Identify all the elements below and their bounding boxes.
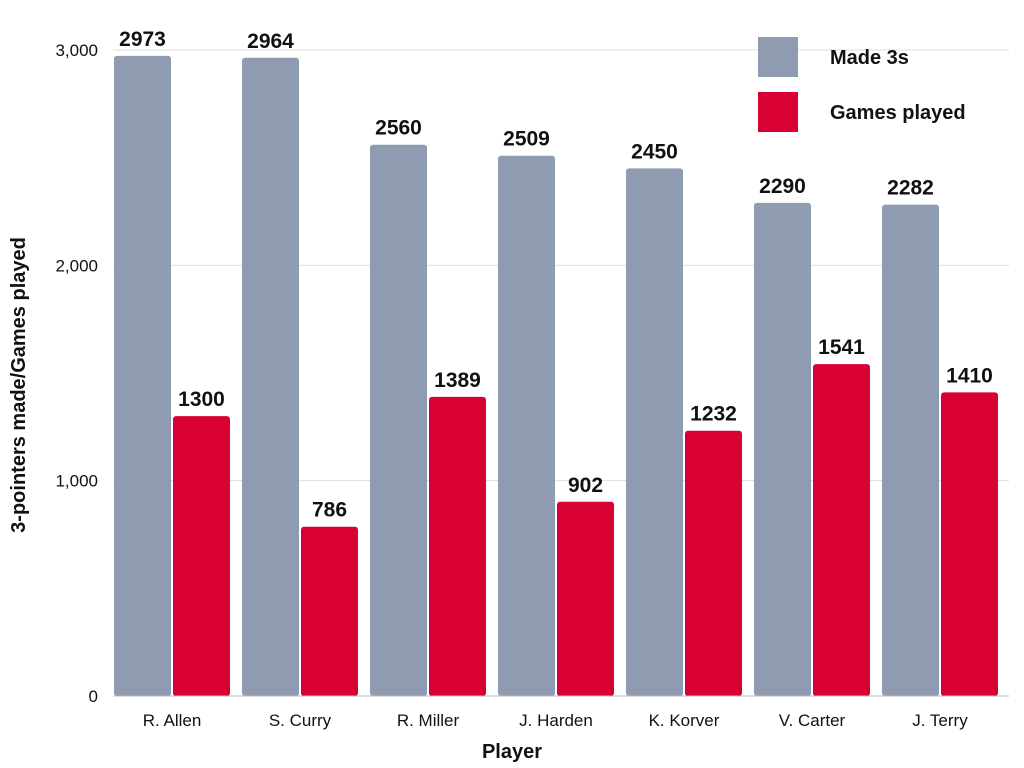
data-label: 2560 <box>375 117 422 140</box>
x-tick-label: K. Korver <box>649 711 720 730</box>
data-label: 902 <box>568 474 603 497</box>
data-label: 1541 <box>818 336 865 359</box>
bar-games-played <box>301 526 358 696</box>
bars <box>114 55 998 697</box>
y-tick-label: 0 <box>89 687 98 706</box>
legend: Made 3s Games played <box>758 37 966 132</box>
y-axis-title: 3-pointers made/Games played <box>8 237 30 533</box>
data-label: 2290 <box>759 175 806 198</box>
x-tick-label: S. Curry <box>269 711 332 730</box>
bar-made-3s <box>370 144 427 696</box>
x-tick-label: V. Carter <box>779 711 846 730</box>
bar-made-3s <box>882 204 939 697</box>
x-tick-label: J. Harden <box>519 711 593 730</box>
bar-made-3s <box>626 168 683 696</box>
data-label: 2282 <box>887 177 934 200</box>
bar-made-3s <box>242 57 299 696</box>
data-label: 1389 <box>434 369 481 392</box>
x-axis-title: Player <box>482 741 542 763</box>
x-tick-label: J. Terry <box>912 711 968 730</box>
data-labels: 2973 1300 2964 786 2560 1389 2509 902 2450 1232 22… <box>119 28 993 522</box>
data-label: 2964 <box>247 30 294 53</box>
data-label: 1232 <box>690 403 737 426</box>
data-label: 2509 <box>503 128 550 151</box>
bar-games-played <box>429 396 486 696</box>
data-label: 1410 <box>946 364 993 387</box>
bar-games-played <box>813 364 870 696</box>
data-label: 1300 <box>178 388 225 411</box>
x-tick-label: R. Allen <box>143 711 202 730</box>
bar-made-3s <box>498 155 555 697</box>
y-tick-label: 1,000 <box>55 472 98 491</box>
legend-label-made-3s: Made 3s <box>830 47 909 69</box>
bar-made-3s <box>114 55 171 696</box>
y-tick-label: 3,000 <box>55 41 98 60</box>
bar-games-played <box>173 416 230 696</box>
bar-games-played <box>941 392 998 696</box>
bar-games-played <box>557 501 614 696</box>
data-label: 2450 <box>631 140 678 163</box>
legend-swatch-made-3s <box>758 37 798 77</box>
x-tick-label: R. Miller <box>397 711 460 730</box>
y-tick-labels: 0 1,000 2,000 3,000 <box>55 41 98 706</box>
data-label: 786 <box>312 499 347 522</box>
x-tick-labels: R. Allen S. Curry R. Miller J. Harden K. Kor… <box>143 711 969 730</box>
legend-swatch-games-played <box>758 92 798 132</box>
bar-made-3s <box>754 202 811 697</box>
data-label: 2973 <box>119 28 166 51</box>
legend-label-games-played: Games played <box>830 102 966 124</box>
y-tick-label: 2,000 <box>55 256 98 275</box>
bar-games-played <box>685 430 742 696</box>
